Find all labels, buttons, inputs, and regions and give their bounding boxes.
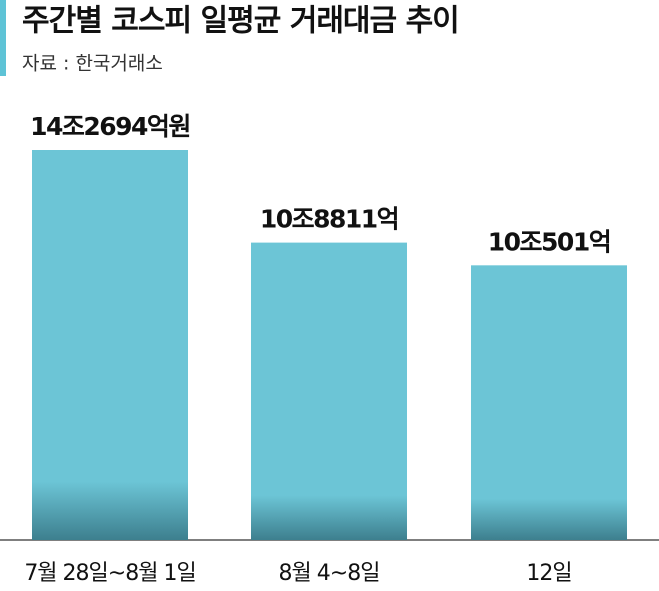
bar [32,150,188,540]
value-label: 14조2694억원 [30,112,190,141]
x-tick-label: 12일 [526,561,571,586]
chart-subtitle: 자료 : 한국거래소 [22,53,163,75]
value-label: 10조8811억 [260,205,398,234]
value-label: 10조501억 [488,227,610,256]
bar [251,242,407,540]
bar [471,265,627,540]
x-tick-label: 8월 4~8일 [279,561,380,586]
title-accent [0,0,6,76]
x-tick-label: 7월 28일~8월 1일 [24,561,195,586]
chart-title: 주간별 코스피 일평균 거래대금 추이 [22,4,459,39]
